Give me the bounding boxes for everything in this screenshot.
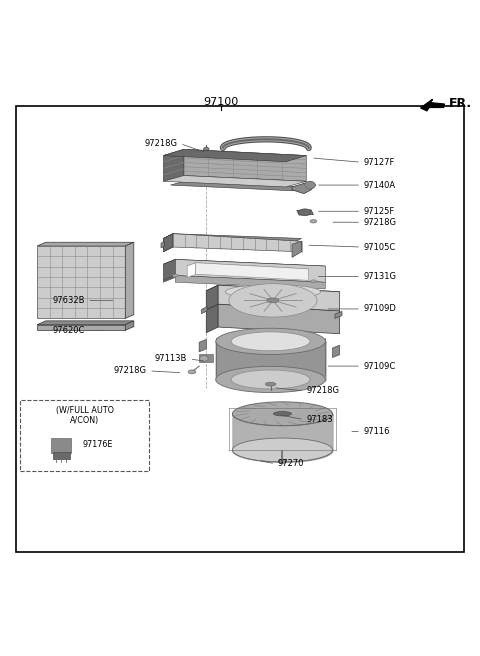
Polygon shape <box>206 304 218 333</box>
Text: 97127F: 97127F <box>363 157 395 167</box>
Ellipse shape <box>200 356 208 361</box>
Ellipse shape <box>231 332 310 351</box>
Polygon shape <box>218 285 340 311</box>
Polygon shape <box>163 276 175 282</box>
Ellipse shape <box>311 280 316 283</box>
Polygon shape <box>199 339 206 352</box>
Text: 97109C: 97109C <box>363 361 396 371</box>
Text: 97176E: 97176E <box>83 440 113 449</box>
Polygon shape <box>292 241 301 258</box>
Ellipse shape <box>310 220 317 223</box>
Polygon shape <box>37 242 134 246</box>
Ellipse shape <box>299 209 311 216</box>
Ellipse shape <box>265 382 276 386</box>
Polygon shape <box>163 150 306 162</box>
Text: 97183: 97183 <box>306 415 333 424</box>
Polygon shape <box>292 181 316 194</box>
Text: 97105C: 97105C <box>363 243 396 251</box>
Text: 97100: 97100 <box>203 96 238 107</box>
Polygon shape <box>163 234 301 243</box>
Bar <box>199 354 214 362</box>
Polygon shape <box>333 345 340 358</box>
Polygon shape <box>37 325 125 331</box>
Text: 97116: 97116 <box>363 427 390 436</box>
Polygon shape <box>206 285 218 310</box>
Ellipse shape <box>172 274 178 277</box>
Polygon shape <box>125 321 134 331</box>
Text: 97620C: 97620C <box>52 326 85 335</box>
Polygon shape <box>218 304 340 334</box>
Text: 97218G: 97218G <box>363 218 396 227</box>
Polygon shape <box>37 246 125 318</box>
Bar <box>21 400 149 471</box>
Text: A/CON): A/CON) <box>70 416 99 424</box>
Bar <box>53 453 70 459</box>
Text: 97218G: 97218G <box>114 367 147 375</box>
Ellipse shape <box>188 370 196 374</box>
Polygon shape <box>196 263 309 280</box>
Ellipse shape <box>216 328 325 354</box>
Text: 97131G: 97131G <box>363 272 396 281</box>
Text: 97632B: 97632B <box>52 296 85 305</box>
Polygon shape <box>163 259 325 271</box>
Bar <box>51 438 72 453</box>
Polygon shape <box>125 242 134 318</box>
Polygon shape <box>202 306 207 314</box>
Polygon shape <box>163 259 175 280</box>
Ellipse shape <box>225 285 321 299</box>
Ellipse shape <box>274 411 291 416</box>
Text: 97270: 97270 <box>278 459 304 468</box>
Polygon shape <box>187 263 309 272</box>
Text: FR.: FR. <box>449 96 472 110</box>
Polygon shape <box>175 259 325 282</box>
Ellipse shape <box>278 459 287 463</box>
Text: 97109D: 97109D <box>363 304 396 314</box>
Text: 97113B: 97113B <box>155 354 187 363</box>
Polygon shape <box>187 263 196 277</box>
Polygon shape <box>184 150 306 181</box>
Text: (W/FULL AUTO: (W/FULL AUTO <box>56 406 114 415</box>
Ellipse shape <box>231 370 310 389</box>
Text: 97218G: 97218G <box>144 139 178 148</box>
Polygon shape <box>163 234 173 252</box>
Text: 97140A: 97140A <box>363 180 396 190</box>
Polygon shape <box>170 181 306 191</box>
Ellipse shape <box>204 148 209 150</box>
Ellipse shape <box>267 298 279 303</box>
Polygon shape <box>420 99 444 111</box>
Polygon shape <box>297 210 313 215</box>
Polygon shape <box>37 321 134 325</box>
Ellipse shape <box>229 283 317 317</box>
Ellipse shape <box>305 181 315 189</box>
Ellipse shape <box>232 402 333 426</box>
Polygon shape <box>206 285 340 298</box>
Polygon shape <box>175 276 325 289</box>
Text: 97125F: 97125F <box>363 207 395 216</box>
Polygon shape <box>163 150 184 181</box>
Polygon shape <box>173 234 301 252</box>
Polygon shape <box>161 241 164 248</box>
Text: 97218G: 97218G <box>306 386 339 396</box>
Ellipse shape <box>216 366 325 392</box>
Polygon shape <box>335 312 342 318</box>
Ellipse shape <box>232 438 333 462</box>
Polygon shape <box>163 234 173 252</box>
Polygon shape <box>163 176 306 187</box>
